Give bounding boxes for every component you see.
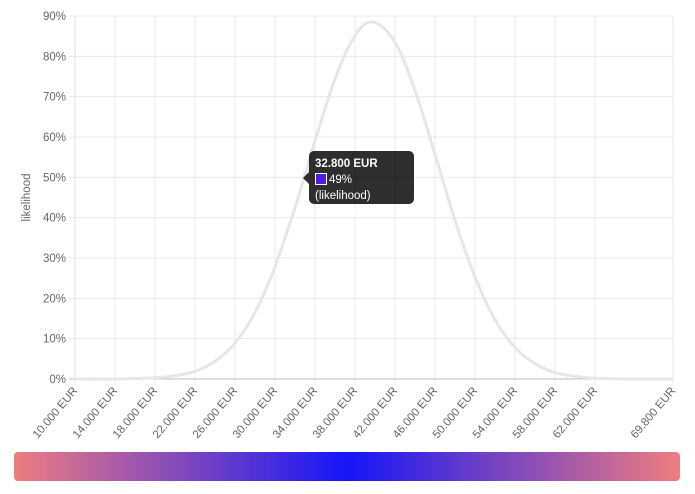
- y-tick-label: 80%: [43, 51, 66, 63]
- y-axis-label: likelihood: [21, 174, 33, 222]
- y-tick-label: 20%: [43, 293, 66, 305]
- likelihood-chart: 0%10%20%30%40%50%60%70%80%90%10.000 EUR1…: [21, 11, 678, 441]
- likelihood-curve: [74, 20, 674, 381]
- y-tick-label: 60%: [43, 132, 66, 144]
- y-tick-label: 10%: [43, 334, 66, 346]
- x-tick-label: 69.800 EUR: [629, 385, 678, 441]
- tooltip-hours: 164 hours: [315, 206, 367, 218]
- y-tick-label: 90%: [43, 11, 66, 23]
- tooltip-value: 49% (likelihood): [315, 174, 371, 202]
- y-tick-label: 70%: [43, 92, 66, 104]
- y-tick-label: 40%: [43, 213, 66, 225]
- y-tick-label: 50%: [43, 172, 66, 184]
- tooltip-title: 32.800 EUR: [315, 158, 378, 170]
- tooltip: 32.800 EUR 49% (likelihood) 164 hours: [303, 151, 414, 218]
- series-swatch-icon: [315, 173, 327, 185]
- gradient-range-bar[interactable]: [14, 452, 680, 481]
- y-tick-label: 0%: [49, 374, 66, 386]
- y-tick-label: 30%: [43, 253, 66, 265]
